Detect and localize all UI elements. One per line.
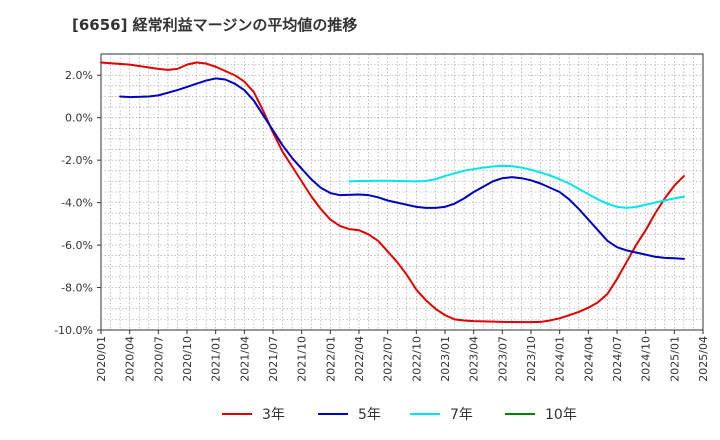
x-tick-label: 2021/04 [238, 336, 251, 382]
y-tick-label: -2.0% [61, 154, 93, 167]
x-tick-label: 2023/07 [496, 336, 509, 382]
series-line-2 [348, 164, 685, 209]
x-tick-label: 2024/10 [640, 336, 653, 382]
x-tick-label: 2022/04 [353, 336, 366, 382]
y-tick-label: -10.0% [54, 324, 93, 337]
y-tick-label: -4.0% [61, 197, 93, 210]
x-tick-label: 2020/07 [152, 336, 165, 382]
x-tick-label: 2020/10 [181, 336, 194, 382]
y-tick-label: -8.0% [61, 282, 93, 295]
x-tick-label: 2024/07 [611, 336, 624, 382]
x-tick-label: 2023/10 [525, 336, 538, 382]
x-tick-label: 2025/04 [697, 336, 710, 382]
x-tick-label: 2022/07 [382, 336, 395, 382]
x-axis: 2020/01 2020/04 2020/07 2020/10 2021/01 2021/… [95, 330, 710, 382]
x-tick-label: 2024/04 [582, 336, 595, 382]
x-tick-label: 2025/01 [668, 336, 681, 382]
x-tick-label: 2021/01 [210, 336, 223, 382]
legend-label-0: 3年 [262, 407, 285, 423]
x-tick-label: 2024/01 [554, 336, 567, 382]
series-line-0 [100, 61, 685, 324]
x-tick-label: 2020/01 [95, 336, 108, 382]
series-line-1 [119, 77, 685, 260]
x-tick-label: 2022/01 [324, 336, 337, 382]
x-tick-label: 2021/10 [296, 336, 309, 382]
y-tick-label: 0.0% [65, 112, 93, 125]
legend-label-3: 10年 [545, 407, 577, 423]
x-tick-label: 2023/04 [468, 336, 481, 382]
series-lines [100, 61, 685, 324]
x-tick-label: 2023/01 [439, 336, 452, 382]
x-tick-label: 2022/10 [410, 336, 423, 382]
y-tick-label: -6.0% [61, 239, 93, 252]
legend-label-2: 7年 [450, 407, 473, 423]
legend-label-1: 5年 [358, 407, 381, 423]
y-axis: 2.0% 0.0% -2.0% -4.0% -6.0% -8.0% -10.0% [54, 69, 101, 337]
x-tick-label: 2020/04 [124, 336, 137, 382]
x-tick-label: 2021/07 [267, 336, 280, 382]
legend: 3年 5年 7年 10年 [222, 407, 577, 423]
chart-title: [6656] 経常利益マージンの平均値の推移 [72, 16, 358, 34]
y-tick-label: 2.0% [65, 69, 93, 82]
